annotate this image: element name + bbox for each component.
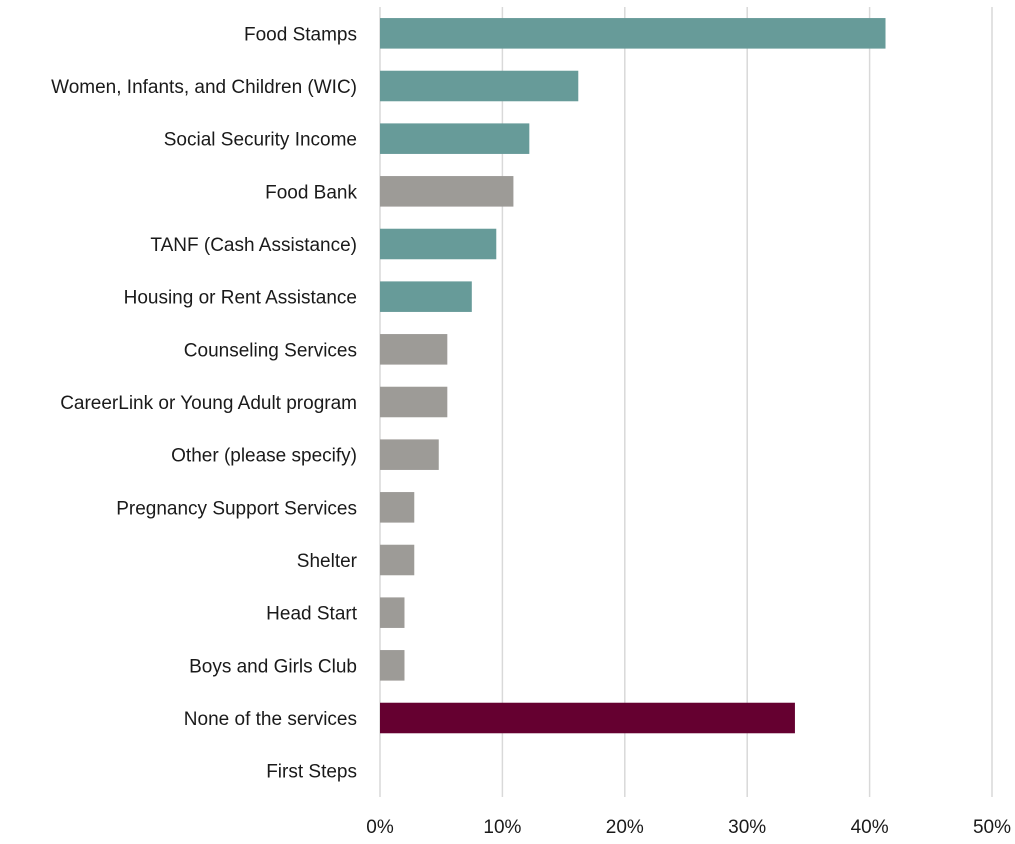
category-label: Housing or Rent Assistance (124, 288, 357, 309)
category-label: Food Stamps (244, 24, 357, 45)
category-label: TANF (Cash Assistance) (150, 235, 357, 256)
bar (380, 70, 579, 102)
bar (380, 123, 530, 154)
x-tick-label: 0% (366, 817, 394, 838)
bar (380, 18, 886, 49)
category-label: None of the services (184, 709, 357, 730)
bar (380, 492, 415, 523)
category-label: Shelter (297, 551, 358, 572)
category-label: Food Bank (265, 182, 357, 203)
bar (380, 650, 405, 681)
x-tick-label: 10% (483, 817, 521, 838)
category-label: Counseling Services (184, 340, 357, 361)
bar (380, 176, 514, 207)
bar (380, 386, 448, 418)
x-tick-label: 20% (606, 817, 644, 838)
x-tick-label: 30% (728, 817, 766, 838)
category-label: Other (please specify) (171, 446, 357, 467)
category-label: Pregnancy Support Services (116, 498, 357, 519)
bar (380, 544, 415, 576)
category-label: Women, Infants, and Children (WIC) (51, 77, 357, 98)
x-tick-label: 50% (973, 817, 1011, 838)
bar (380, 281, 472, 312)
category-label: Head Start (266, 604, 358, 625)
category-label: Social Security Income (164, 130, 357, 151)
category-label: Boys and Girls Club (189, 656, 357, 677)
bar (380, 702, 795, 734)
bar (380, 228, 497, 260)
bar (380, 334, 448, 365)
category-label: CareerLink or Young Adult program (60, 393, 357, 414)
bars (380, 18, 886, 734)
category-label: First Steps (266, 762, 357, 783)
x-tick-label: 40% (851, 817, 889, 838)
bar (380, 439, 439, 470)
bar (380, 597, 405, 628)
category-labels: Food Stamps Women, Infants, and Children … (51, 24, 358, 782)
x-axis-ticks: 0% 10% 20% 30% 40% 50% (366, 817, 1011, 838)
